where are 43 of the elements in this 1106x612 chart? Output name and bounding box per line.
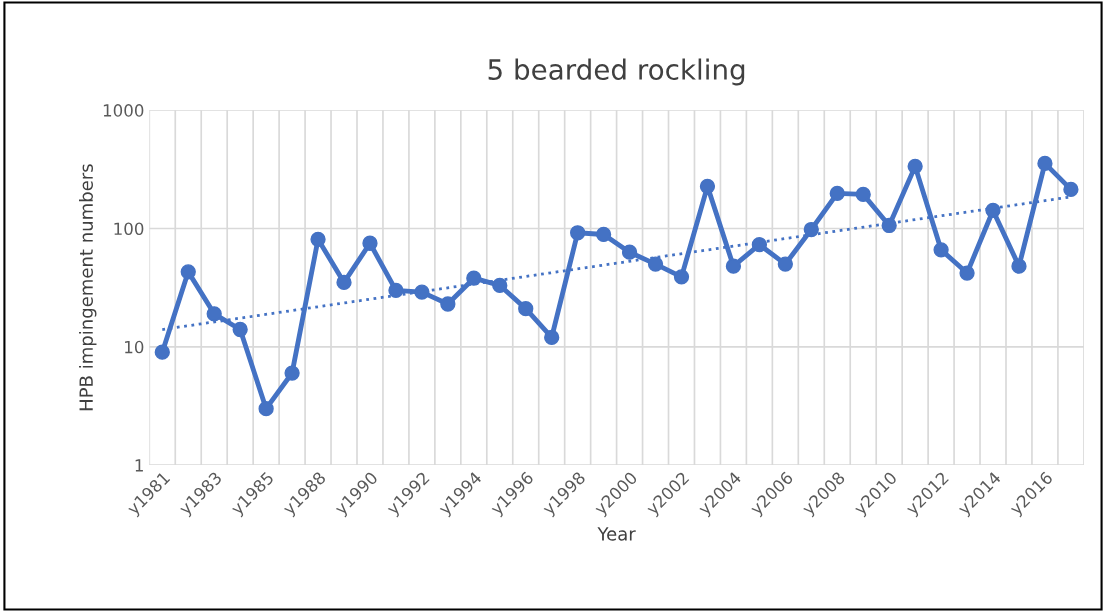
point	[414, 284, 430, 300]
y-tick-label: 10	[125, 340, 144, 354]
point	[699, 178, 716, 194]
point	[310, 231, 326, 247]
point	[829, 185, 845, 202]
point	[621, 244, 638, 260]
point	[751, 237, 768, 253]
point	[284, 365, 300, 381]
point	[544, 329, 560, 346]
point	[440, 296, 456, 312]
x-axis-title: Year	[597, 527, 636, 541]
y-tick-label: 1000	[103, 104, 144, 117]
point	[518, 301, 534, 317]
y-axis-title: HPB impingement numbers	[79, 164, 97, 411]
point	[466, 270, 482, 286]
point	[180, 264, 196, 280]
y-tick-label: 1	[135, 459, 143, 472]
point	[258, 401, 274, 417]
point	[492, 277, 508, 294]
point	[362, 235, 378, 251]
point	[232, 321, 248, 338]
point	[777, 256, 793, 272]
point	[985, 202, 1001, 219]
point	[595, 226, 612, 243]
point	[959, 265, 975, 281]
point	[1063, 181, 1079, 198]
point	[388, 282, 404, 298]
y-tick-label: 100	[114, 222, 144, 236]
point	[206, 306, 222, 322]
point	[803, 221, 819, 238]
point	[855, 186, 871, 203]
point	[647, 256, 664, 272]
point	[570, 225, 586, 241]
point	[1037, 155, 1053, 172]
point	[336, 274, 352, 291]
point	[907, 158, 923, 174]
point	[673, 269, 690, 285]
chart-title: 5 bearded rockling	[488, 58, 745, 86]
point	[1011, 258, 1027, 274]
point	[154, 344, 170, 360]
point	[881, 217, 897, 234]
point	[933, 242, 949, 258]
point	[725, 258, 742, 274]
